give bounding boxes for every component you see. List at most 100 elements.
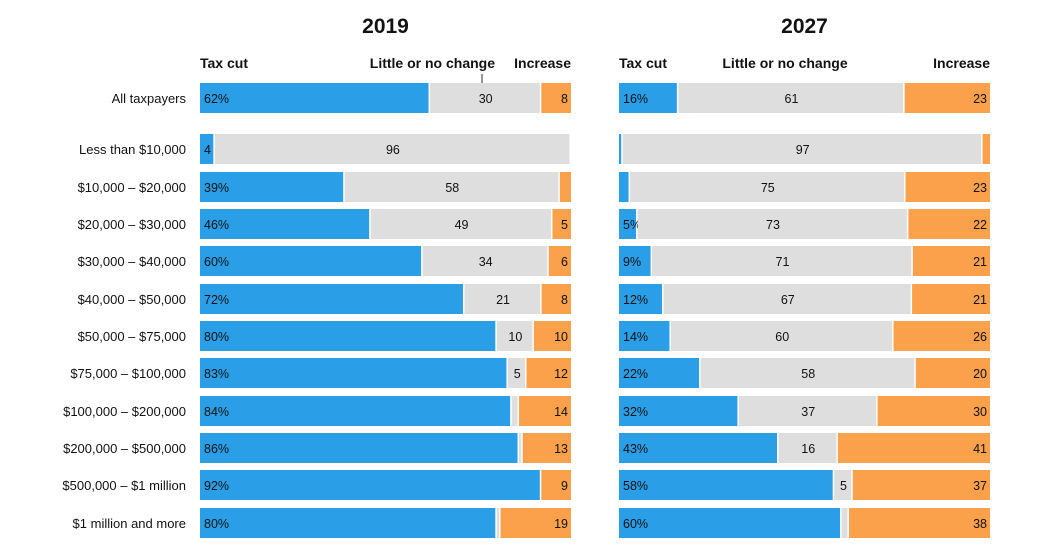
bar-segment-little — [464, 284, 541, 314]
value-label: 96 — [386, 143, 400, 157]
value-label: 5% — [623, 218, 641, 232]
value-label: 12 — [554, 367, 568, 381]
header-increase: Increase — [514, 55, 571, 71]
value-label: 20 — [973, 367, 987, 381]
value-label: 67 — [781, 293, 795, 307]
value-label: 16 — [801, 442, 815, 456]
bar-segment-increase — [541, 83, 571, 113]
row-label: $20,000 – $30,000 — [78, 217, 186, 232]
bar-segment-cut — [200, 470, 540, 500]
value-label: 10 — [508, 330, 522, 344]
value-label: 39% — [204, 181, 229, 195]
value-label: 5 — [514, 367, 521, 381]
bar-segment-increase — [533, 321, 571, 351]
bar-segment-increase — [522, 433, 571, 463]
value-label: 97 — [796, 143, 810, 157]
bar-segment-little — [496, 508, 500, 538]
row-label: $50,000 – $75,000 — [78, 329, 186, 344]
row-label: $40,000 – $50,000 — [78, 292, 186, 307]
bar-segment-increase — [548, 246, 571, 276]
bar-segment-increase — [837, 433, 990, 463]
bar-segment-cut — [619, 433, 778, 463]
bar-segment-cut — [619, 321, 670, 351]
value-label: 83% — [204, 367, 229, 381]
value-label: 9% — [623, 255, 641, 269]
value-label: 26 — [973, 330, 987, 344]
row-label: $500,000 – $1 million — [62, 478, 186, 493]
bar-segment-increase — [526, 358, 571, 388]
bar-segment-cut — [200, 134, 214, 164]
value-label: 38 — [973, 517, 987, 531]
bar-segment-increase — [912, 284, 990, 314]
value-label: 22% — [623, 367, 648, 381]
bar-segment-cut — [200, 246, 422, 276]
bar-segment-increase — [541, 470, 571, 500]
bar-segment-increase — [893, 321, 990, 351]
bar-segment-little — [622, 134, 982, 164]
bar-segment-cut — [619, 134, 622, 164]
value-label: 4 — [204, 143, 211, 157]
value-label: 43% — [623, 442, 648, 456]
value-label: 6 — [561, 255, 568, 269]
value-label: 58 — [445, 181, 459, 195]
bar-segment-cut — [200, 172, 344, 202]
row-label: $30,000 – $40,000 — [78, 254, 186, 269]
bar-segment-little — [430, 83, 540, 113]
row-label: $100,000 – $200,000 — [63, 404, 186, 419]
bar-segment-increase — [915, 358, 990, 388]
bar-segment-cut — [200, 433, 518, 463]
bar-segment-little — [834, 470, 852, 500]
bar-segment-increase — [982, 134, 990, 164]
bar-segment-little — [637, 209, 907, 239]
bar-segment-cut — [619, 172, 629, 202]
panel-title: 2019 — [362, 15, 409, 38]
bar-segment-increase — [541, 284, 571, 314]
bar-segment-little — [519, 433, 522, 463]
value-label: 14 — [554, 405, 568, 419]
value-label: 73 — [766, 218, 780, 232]
value-label: 37 — [801, 405, 815, 419]
bar-segment-little — [214, 134, 570, 164]
bar-segment-cut — [619, 83, 677, 113]
row-label: $75,000 – $100,000 — [70, 366, 186, 381]
bar-segment-little — [370, 209, 551, 239]
value-label: 61 — [785, 92, 799, 106]
bar-segment-little — [496, 321, 533, 351]
bar-segment-little — [700, 358, 915, 388]
value-label: 21 — [496, 293, 510, 307]
value-label: 80% — [204, 517, 229, 531]
row-label: $200,000 – $500,000 — [63, 441, 186, 456]
row-label: Less than $10,000 — [79, 142, 186, 157]
value-label: 32% — [623, 405, 648, 419]
value-label: 12% — [623, 293, 648, 307]
bar-segment-increase — [552, 209, 571, 239]
bar-segment-cut — [200, 358, 507, 388]
value-label: 16% — [623, 92, 648, 106]
bar-segment-cut — [619, 508, 841, 538]
value-label: 13 — [554, 442, 568, 456]
bar-segment-increase — [905, 172, 990, 202]
value-label: 80% — [204, 330, 229, 344]
header-little-change: Little or no change — [722, 55, 847, 71]
value-label: 30 — [479, 92, 493, 106]
value-label: 46% — [204, 218, 229, 232]
value-label: 84% — [204, 405, 229, 419]
bar-segment-increase — [912, 246, 990, 276]
bar-segment-cut — [200, 209, 370, 239]
value-label: 19 — [554, 517, 568, 531]
value-label: 21 — [973, 255, 987, 269]
bar-segment-little — [511, 396, 518, 426]
bar-segment-little — [507, 358, 525, 388]
bar-segment-increase — [904, 83, 990, 113]
value-label: 22 — [973, 218, 987, 232]
panel-title: 2027 — [781, 15, 828, 38]
value-label: 58 — [801, 367, 815, 381]
value-label: 72% — [204, 293, 229, 307]
bar-segment-cut — [200, 321, 496, 351]
bar-segment-increase — [908, 209, 990, 239]
bar-segment-increase — [877, 396, 990, 426]
value-label: 8 — [561, 92, 568, 106]
value-label: 5 — [561, 218, 568, 232]
value-label: 34 — [479, 255, 493, 269]
